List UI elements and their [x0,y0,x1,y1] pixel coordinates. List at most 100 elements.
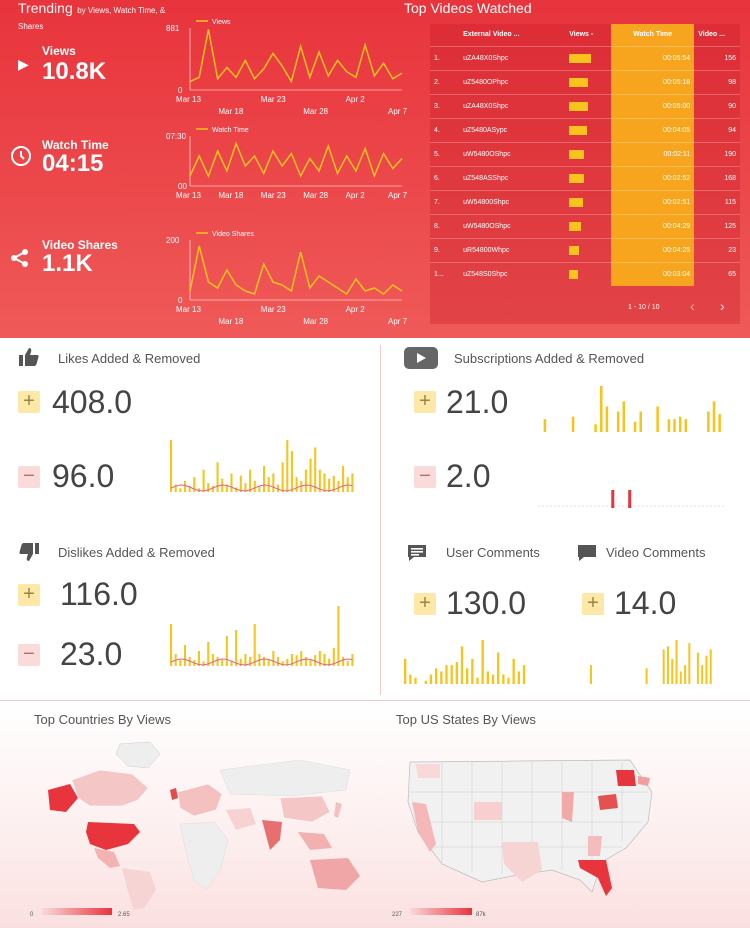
bar [622,401,626,432]
bar [281,462,284,492]
thumbs-down-icon [18,542,40,567]
bar [445,665,448,684]
table-row[interactable]: 1. uZA48X0Shpc 00:05:54 156 [430,45,740,70]
table-row[interactable]: 5. uW5480OShpc 00:02:11 190 [430,141,740,166]
series-line [189,141,403,179]
bar [351,654,354,666]
prev-page-button[interactable]: ‹ [690,298,695,314]
series-line [189,29,403,84]
x-tick-label: Apr 2 [346,305,366,314]
bar [323,654,326,666]
legend-label: Video Shares [212,231,254,238]
x-tick-label: Mar 23 [261,305,286,314]
row-watch-time: 00:04:29 [610,213,695,238]
row-video-id: uZ5480OPhpc [459,69,566,94]
bar [414,677,417,684]
bar [628,490,632,508]
bar [318,651,321,666]
share-icon [10,248,30,273]
world-map[interactable] [30,740,370,910]
removed-series-line [170,658,353,666]
table-row[interactable]: 7. uW54800Shpc 00:02:51 115 [430,189,740,214]
row-video-id: uZ548S0Shpc [459,261,566,286]
table-row[interactable]: 9. uR54800Whpc 00:04:25 23 [430,237,740,262]
likes-title: Likes Added & Removed [58,351,201,366]
bar [323,473,326,492]
bar [304,657,307,666]
bar [332,475,335,492]
trending-title: Trending by Views, Watch Time, & [18,0,165,18]
row-views-bar [565,45,611,70]
bar [225,636,228,666]
table-row[interactable]: 2. uZ5480OPhpc 00:05:18 98 [430,69,740,94]
bar [286,658,289,666]
table-row[interactable]: 4. uZ5480ASypc 00:04:05 94 [430,117,740,142]
dislikes-title: Dislikes Added & Removed [58,545,215,560]
watch-time-value: 04:15 [42,150,104,177]
row-views-bar [565,69,611,94]
row-video-value: 65 [694,261,740,286]
row-rank: 9. [430,237,460,262]
bar [666,646,669,684]
user-comments-value: 130.0 [446,585,527,621]
x-tick-label: Mar 18 [218,317,243,326]
row-watch-time: 00:05:00 [610,93,695,118]
col-views[interactable]: Views - [569,31,594,39]
bar [684,665,687,684]
trending-subtitle-2: Shares [18,22,44,31]
row-views-bar [565,141,611,166]
bar [466,668,469,684]
x-tick-label: Mar 18 [218,107,243,116]
bar [491,674,495,684]
video-comment-icon [576,543,598,568]
x-tick-label: Mar 23 [261,95,286,104]
bar [258,486,261,492]
row-video-value: 190 [694,141,740,166]
col-external-video[interactable]: External Video ... [463,31,520,39]
shares-value: 1.1K [42,250,93,277]
bar [409,674,412,684]
col-watch-time[interactable]: Watch Time [610,24,695,46]
states-map-title: Top US States By Views [396,712,536,727]
minus-icon: − [18,466,40,488]
bar [235,630,238,666]
play-icon: ▶ [18,56,29,72]
clock-icon [10,145,32,172]
bar [684,419,688,432]
subs-plus: + [414,391,436,413]
bar [216,657,219,666]
table-row[interactable]: 6. uZ548ASShpc 00:02:52 168 [430,165,740,190]
row-watch-time: 00:05:18 [610,69,695,94]
row-rank: 6. [430,165,460,190]
next-page-button[interactable]: › [720,298,725,314]
bar [440,671,443,684]
row-video-value: 94 [694,117,740,142]
x-tick-label: Mar 13 [176,305,201,314]
vertical-divider [380,345,381,695]
table-row[interactable]: 8. uW5480OShpc 00:04:29 125 [430,213,740,238]
likes-added-value: 408.0 [52,384,133,420]
col-video[interactable]: Video ... [698,31,725,39]
views-bar [569,101,589,111]
table-row[interactable]: 1... uZ548S0Shpc 00:03:04 65 [430,261,740,286]
bar [611,490,615,508]
user-comments-title: User Comments [446,545,540,560]
bar [705,655,708,684]
subs-removed-value: 2.0 [446,458,491,494]
us-states-map[interactable] [402,752,664,902]
video-comments-value: 14.0 [614,585,677,621]
table-row[interactable]: 3. uZA48X0Shpc 00:05:00 90 [430,93,740,118]
bar [267,660,270,666]
horizontal-divider [0,700,750,701]
bar [590,665,592,684]
row-video-value: 115 [694,189,740,214]
y-tick-label: 881 [166,24,180,33]
bar [633,421,637,432]
bar [707,411,710,432]
subs-added-value: 21.0 [446,384,509,420]
row-rank: 7. [430,189,460,214]
bar [225,484,228,492]
bar [675,640,678,684]
